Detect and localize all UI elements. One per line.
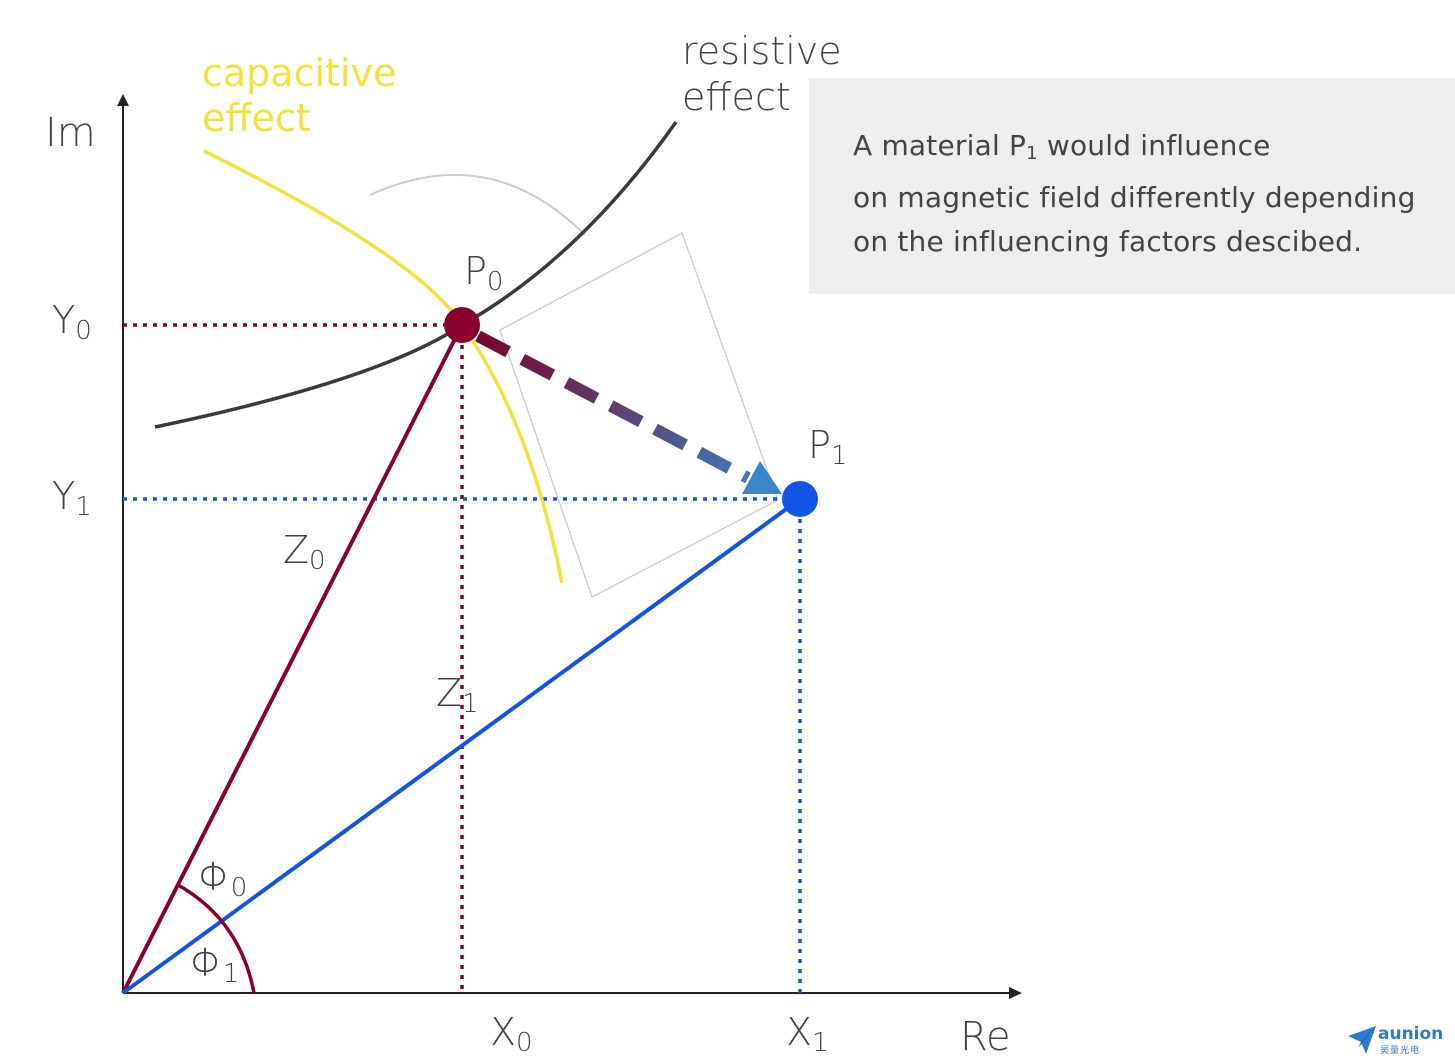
info-text: A material P1 would influence on magneti… — [853, 124, 1443, 264]
rotation-arc — [369, 173, 586, 236]
projection-lines — [123, 323, 802, 993]
p0-label: P0 — [464, 249, 503, 297]
transition-arrow-shaft — [475, 330, 751, 484]
info-line-1: A material P1 would influence — [853, 129, 1271, 164]
info-line-2: on magnetic field differently depending — [853, 181, 1416, 214]
projection-square — [499, 232, 779, 598]
phi0-label: Φ0 — [198, 855, 247, 903]
z0-vector — [121, 324, 464, 994]
logo-subtitle: 昊量光电 — [1380, 1046, 1421, 1056]
x0-label: X0 — [490, 1010, 533, 1058]
z1-vector — [121, 497, 802, 995]
phi0-arc — [177, 883, 256, 994]
x-axis-arrowhead — [1009, 987, 1022, 999]
capacitive-curve — [203, 149, 564, 584]
info-box: A material P1 would influence on magneti… — [809, 78, 1455, 294]
info-line-3: on the influencing factors descibed. — [853, 225, 1363, 258]
resistive-label-line2: effect — [682, 75, 791, 119]
z1-label: Z1 — [436, 671, 479, 719]
logo-wordmark: aunion — [1378, 1024, 1444, 1044]
capacitive-label-line1: capacitive — [202, 51, 396, 95]
y-axis-arrowhead — [117, 94, 129, 106]
p1-label: P1 — [808, 423, 847, 471]
phi1-label: Φ1 — [190, 941, 239, 989]
p0-point — [444, 307, 480, 343]
y1-label: Y1 — [52, 474, 92, 522]
axes — [117, 94, 1022, 999]
capacitive-label-line2: effect — [202, 96, 311, 140]
transition-arrowhead — [742, 461, 782, 494]
x-axis-label: Re — [960, 1014, 1011, 1060]
z0-label: Z0 — [283, 528, 326, 576]
logo: aunion 昊量光电 — [1346, 1022, 1450, 1058]
resistive-label-line1: resistive — [682, 29, 842, 73]
y0-label: Y0 — [52, 298, 92, 346]
x1-label: X1 — [786, 1010, 829, 1058]
y-axis-label: Im — [45, 110, 96, 156]
paper-plane-icon — [1348, 1026, 1376, 1054]
p1-point — [782, 481, 818, 517]
